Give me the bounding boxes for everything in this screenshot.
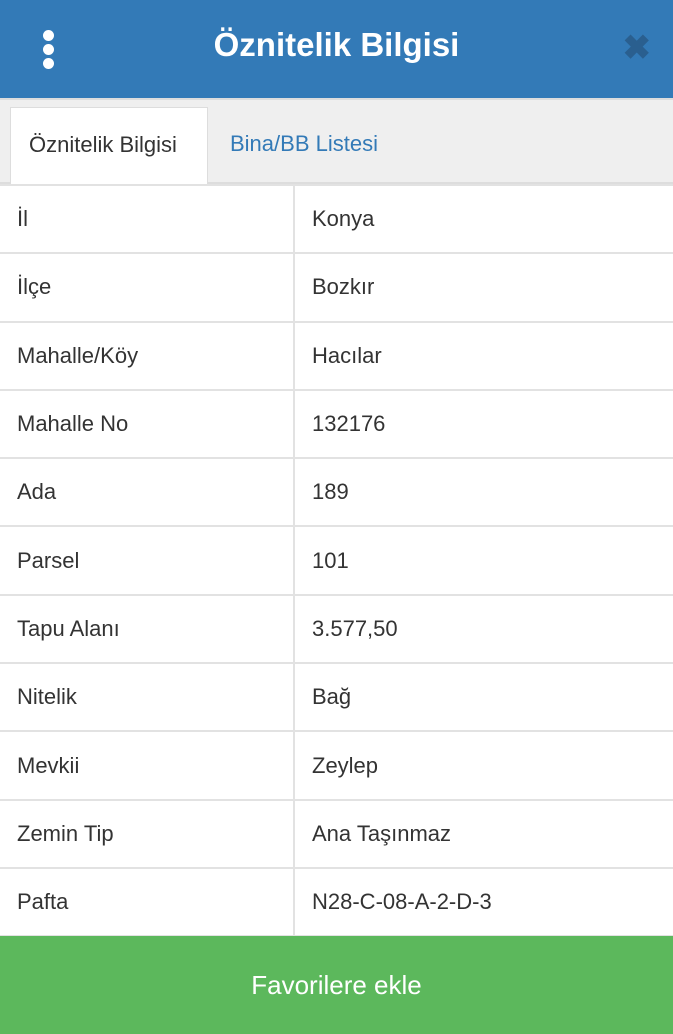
row-label: İl	[0, 183, 295, 255]
row-label: Pafta	[0, 866, 295, 938]
row-value: Zeylep	[293, 730, 673, 801]
table-row: Tapu Alanı 3.577,50	[0, 593, 673, 665]
attribute-table: İl Konya İlçe Bozkır Mahalle/Köy Hacılar Mahal…	[0, 183, 673, 938]
header: Öznitelik Bilgisi ✖	[0, 0, 673, 98]
tab-bar: Öznitelik Bilgisi Bina/BB Listesi	[0, 98, 673, 186]
page-title: Öznitelik Bilgisi	[213, 26, 460, 63]
row-label: Parsel	[0, 525, 295, 596]
row-label: Zemin Tip	[0, 798, 295, 869]
row-value: N28-C-08-A-2-D-3	[293, 866, 673, 938]
table-row: Mahalle No 132176	[0, 388, 673, 460]
tab-oznitelik-bilgisi[interactable]: Öznitelik Bilgisi	[10, 107, 208, 186]
table-row: Mevkii Zeylep	[0, 730, 673, 801]
table-row: İlçe Bozkır	[0, 252, 673, 323]
row-value: 3.577,50	[293, 593, 673, 665]
vertical-dots-icon[interactable]	[38, 30, 58, 70]
row-value: Konya	[293, 183, 673, 255]
table-row: Mahalle/Köy Hacılar	[0, 320, 673, 391]
row-value: Hacılar	[293, 320, 673, 391]
row-value: 132176	[293, 388, 673, 460]
table-row: Pafta N28-C-08-A-2-D-3	[0, 866, 673, 938]
table-row: Nitelik Bağ	[0, 662, 673, 733]
row-value: 101	[293, 525, 673, 596]
row-label: Mevkii	[0, 730, 295, 801]
table-row: Zemin Tip Ana Taşınmaz	[0, 798, 673, 869]
row-label: Mahalle No	[0, 388, 295, 460]
table-row: Parsel 101	[0, 525, 673, 596]
row-value: Ana Taşınmaz	[293, 798, 673, 869]
row-label: Nitelik	[0, 662, 295, 733]
tab-bina-bb-listesi[interactable]: Bina/BB Listesi	[230, 131, 378, 156]
row-label: İlçe	[0, 252, 295, 323]
row-value: 189	[293, 457, 673, 528]
row-label: Tapu Alanı	[0, 593, 295, 665]
close-icon[interactable]: ✖	[622, 29, 652, 67]
row-label: Mahalle/Köy	[0, 320, 295, 391]
row-label: Ada	[0, 457, 295, 528]
row-value: Bağ	[293, 662, 673, 733]
add-to-favorites-button[interactable]: Favorilere ekle	[0, 936, 673, 1034]
row-value: Bozkır	[293, 252, 673, 323]
table-row: İl Konya	[0, 183, 673, 255]
table-row: Ada 189	[0, 457, 673, 528]
